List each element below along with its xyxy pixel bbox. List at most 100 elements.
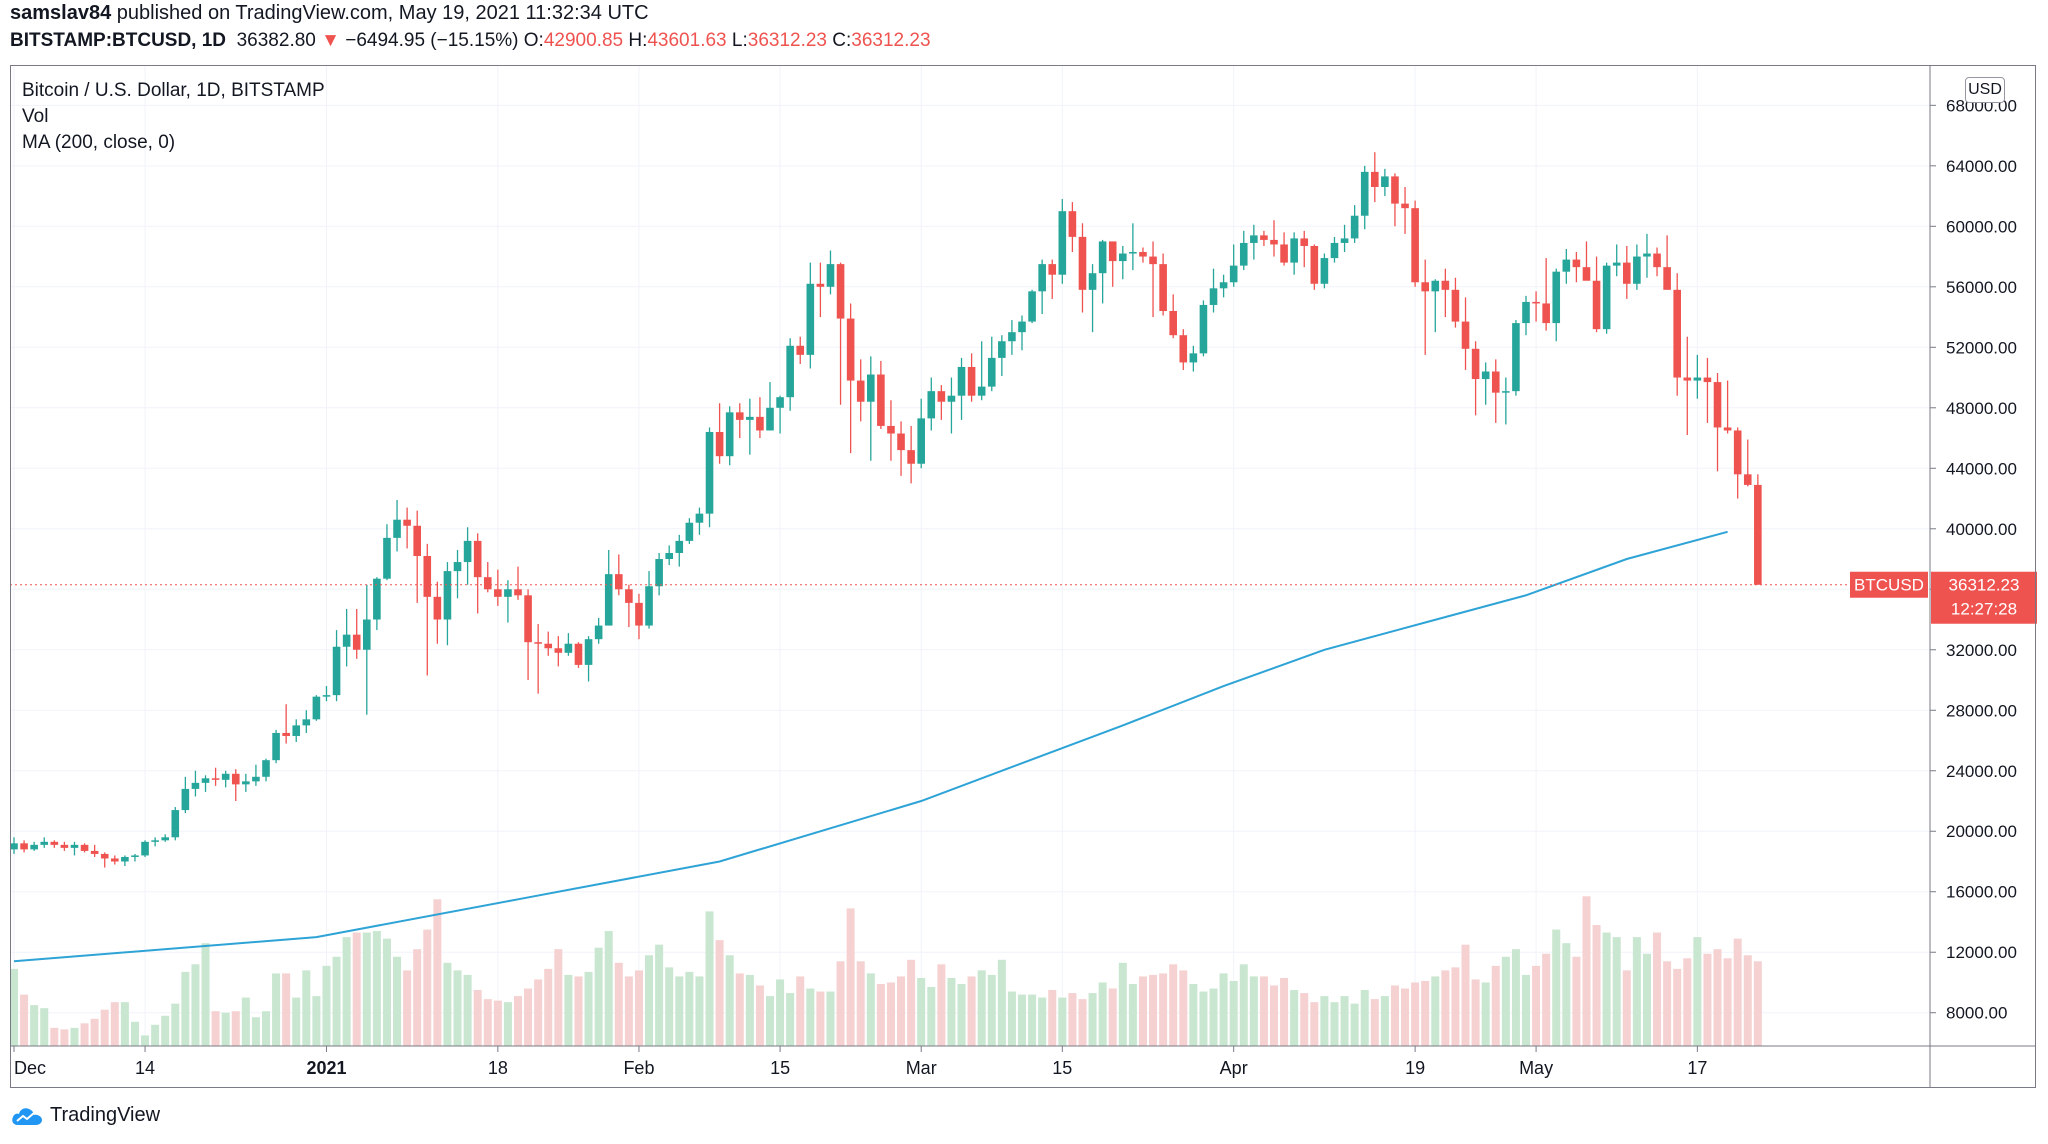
candle-body <box>453 562 462 572</box>
published-text: published on TradingView.com, May 19, 20… <box>116 2 649 24</box>
candle <box>70 841 79 856</box>
candle <box>1491 359 1500 423</box>
volume-bar <box>1602 932 1611 1046</box>
candle-body <box>836 264 845 319</box>
volume-bar <box>886 982 895 1046</box>
candle <box>1532 291 1540 322</box>
candle <box>181 776 190 814</box>
tradingview-logo[interactable]: TradingView <box>10 1104 160 1127</box>
candle-body <box>1371 171 1379 187</box>
candle <box>1713 373 1722 472</box>
candle-body <box>645 586 653 626</box>
candle-body <box>111 858 119 862</box>
candle-body <box>715 431 724 457</box>
candle-body <box>1028 291 1036 322</box>
legend-title: Bitcoin / U.S. Dollar, 1D, BITSTAMP <box>22 80 325 101</box>
last-price-badge: BTCUSD 36312.23 12:27:28 <box>1850 571 2037 624</box>
candle <box>453 549 462 599</box>
candle <box>262 758 270 782</box>
candle <box>1189 345 1198 372</box>
candle <box>463 527 472 585</box>
candle <box>907 425 915 484</box>
candle-body <box>121 856 129 862</box>
volume-bar <box>1622 970 1631 1046</box>
candle <box>836 262 845 405</box>
volume-bar <box>1522 974 1530 1046</box>
candle <box>1754 474 1762 585</box>
candle-body <box>1008 332 1016 342</box>
volume-bar <box>30 1005 39 1046</box>
candle <box>383 524 391 581</box>
currency-button[interactable]: USD <box>1965 77 2005 103</box>
volume-bar <box>1229 980 1238 1046</box>
candle-body <box>756 416 764 431</box>
candle-body <box>1068 211 1077 237</box>
volume-bar <box>1733 938 1742 1046</box>
candle-body <box>1018 321 1026 333</box>
candle-body <box>524 595 532 643</box>
candle-body <box>1411 208 1419 283</box>
candle-body <box>504 589 512 597</box>
candle <box>80 843 89 853</box>
volume-bar <box>987 974 996 1046</box>
candle-body <box>1663 267 1671 290</box>
volume-bar <box>342 937 351 1046</box>
candle-body <box>967 366 976 396</box>
candle <box>1643 233 1651 278</box>
candle-body <box>1542 303 1550 324</box>
candle-body <box>1693 377 1702 381</box>
volume-bar <box>262 1011 270 1046</box>
volume-bar <box>403 970 412 1046</box>
candle <box>272 729 280 764</box>
volume-bar <box>473 990 482 1046</box>
volume-bar <box>776 979 785 1046</box>
candle <box>725 406 734 466</box>
candle-body <box>10 843 18 850</box>
volume-bar <box>594 947 603 1046</box>
candle <box>756 397 764 439</box>
candle <box>30 841 38 851</box>
volume-bar <box>221 1012 230 1046</box>
candle-body <box>1441 280 1450 290</box>
candle <box>292 719 301 743</box>
volume-bar <box>120 1002 129 1046</box>
candle-body <box>483 577 492 590</box>
volume-bar <box>1239 964 1248 1046</box>
candle <box>927 377 936 431</box>
candle <box>1270 220 1278 257</box>
time-tick-label: 17 <box>1687 1058 1707 1078</box>
candle-body <box>998 341 1006 358</box>
publish-info: samslav84 published on TradingView.com, … <box>10 2 649 25</box>
price-badge-value: 36312.23 <box>1949 576 2020 595</box>
volume-bar <box>655 944 664 1046</box>
candle-body <box>332 646 341 696</box>
candle-body <box>1159 264 1167 311</box>
volume-bar <box>876 983 885 1046</box>
candle-body <box>897 433 905 451</box>
candle-body <box>564 643 573 653</box>
low-value: 36312.23 <box>747 30 827 51</box>
volume-bar <box>977 970 986 1046</box>
candle <box>1048 259 1057 299</box>
volume-bar <box>1118 962 1127 1046</box>
candle <box>856 359 865 422</box>
volume-bar <box>897 976 906 1046</box>
candle <box>433 581 442 644</box>
candle-body <box>312 696 321 720</box>
volume-bar <box>937 964 946 1046</box>
volume-bar <box>191 964 200 1046</box>
candle-body <box>1602 265 1611 330</box>
candle-body <box>917 418 925 464</box>
volume-bar <box>372 931 381 1046</box>
candle-body <box>322 695 331 697</box>
volume-bar <box>1431 976 1440 1046</box>
candle <box>1502 377 1510 425</box>
volume-bar <box>272 973 281 1046</box>
volume-bar <box>90 1018 99 1046</box>
candle <box>111 855 119 865</box>
candle-body <box>947 395 956 402</box>
candle <box>1623 245 1631 299</box>
volume-bar <box>725 955 734 1046</box>
candle <box>20 840 28 853</box>
